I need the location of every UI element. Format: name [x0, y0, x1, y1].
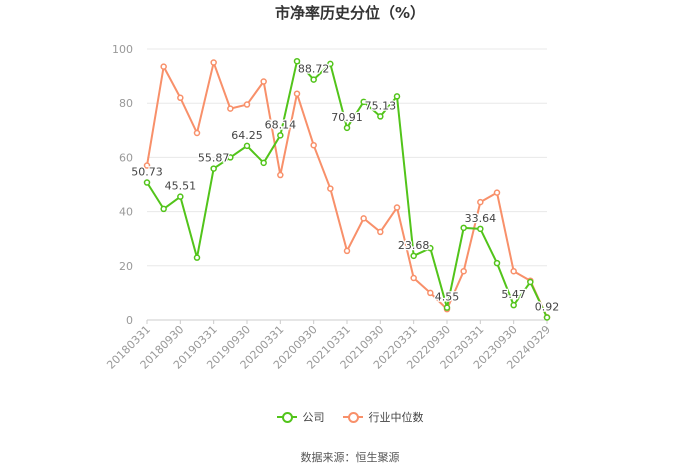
- data-point-company: [260, 159, 267, 167]
- data-label: 88.72: [298, 63, 330, 76]
- data-point-company: [177, 193, 184, 200]
- data-point-industry-median: [260, 78, 267, 85]
- data-point-company: [227, 154, 234, 161]
- data-point-industry-median: [177, 94, 184, 102]
- axis-layer: 0204060801002018033120180930201903312019…: [104, 43, 553, 372]
- data-point-industry-median: [460, 267, 467, 275]
- data-point-company: [510, 301, 517, 309]
- data-point-industry-median: [210, 59, 217, 66]
- data-label: 33.64: [465, 212, 497, 225]
- data-point-company: [443, 304, 451, 311]
- y-tick-label: 40: [119, 206, 133, 219]
- data-point-industry-median: [510, 267, 517, 275]
- data-point-company: [277, 132, 284, 139]
- data-label: 75.13: [365, 99, 397, 112]
- data-point-industry-median: [293, 90, 301, 97]
- data-point-company: [160, 205, 167, 213]
- data-point-industry-median: [477, 198, 484, 206]
- data-point-industry-median: [243, 101, 251, 108]
- data-label: 4.55: [435, 291, 460, 304]
- data-point-industry-median: [410, 274, 417, 282]
- data-point-industry-median: [343, 247, 351, 255]
- data-point-company: [527, 278, 534, 286]
- data-point-company: [143, 179, 151, 186]
- data-label: 64.25: [231, 129, 263, 142]
- data-point-company: [427, 244, 434, 252]
- legend-swatch-company: [276, 411, 297, 423]
- series-line-industry-median: [146, 61, 548, 318]
- data-point-industry-median: [493, 189, 501, 196]
- data-label: 23.68: [398, 239, 430, 252]
- data-point-industry-median: [427, 289, 434, 297]
- data-point-industry-median: [193, 129, 201, 137]
- data-point-company: [377, 113, 384, 120]
- data-point-company: [460, 224, 467, 232]
- legend-label-company: 公司: [302, 411, 325, 424]
- data-label: 0.92: [535, 301, 560, 314]
- line-chart: 0204060801002018033120180930201903312019…: [104, 43, 561, 372]
- legend: 公司 行业中位数: [0, 409, 700, 425]
- data-point-company: [543, 314, 551, 321]
- legend-label-industry-median: 行业中位数: [368, 411, 424, 424]
- y-tick-label: 80: [119, 97, 133, 110]
- data-point-industry-median: [277, 171, 284, 179]
- data-point-company: [327, 60, 334, 68]
- data-point-company: [477, 225, 484, 233]
- data-point-industry-median: [360, 215, 367, 222]
- data-point-industry-median: [227, 105, 234, 112]
- y-tick-label: 20: [119, 260, 133, 273]
- data-label: 68.14: [265, 118, 297, 131]
- data-point-company: [310, 76, 317, 83]
- data-label: 5.47: [501, 288, 526, 301]
- data-point-company: [493, 259, 501, 267]
- data-point-industry-median: [310, 141, 317, 149]
- chart-title: 市净率历史分位（%）: [274, 4, 426, 22]
- data-point-company: [393, 93, 401, 100]
- data-point-industry-median: [160, 63, 167, 70]
- data-point-company: [293, 57, 301, 65]
- data-point-company: [243, 142, 251, 150]
- y-tick-label: 60: [119, 151, 133, 164]
- series-layer: [143, 57, 551, 321]
- data-source: 数据来源：恒生聚源: [300, 451, 400, 464]
- legend-swatch-industry-median: [342, 411, 363, 423]
- data-point-industry-median: [327, 185, 334, 192]
- data-point-industry-median: [393, 204, 401, 211]
- data-point-company: [210, 165, 217, 172]
- data-label: 50.73: [131, 166, 163, 179]
- data-label: 45.51: [165, 180, 197, 193]
- y-tick-label: 0: [126, 314, 133, 327]
- data-point-company: [343, 124, 351, 132]
- legend-item-industry-median[interactable]: 行业中位数: [342, 409, 424, 425]
- data-point-industry-median: [143, 162, 151, 169]
- data-point-industry-median: [377, 228, 384, 236]
- y-tick-label: 100: [112, 43, 133, 56]
- data-label: 70.91: [331, 111, 363, 124]
- data-point-company: [410, 252, 417, 260]
- series-line-company: [146, 60, 548, 318]
- legend-item-company[interactable]: 公司: [276, 409, 325, 425]
- data-point-company: [193, 254, 201, 261]
- data-label: 55.87: [198, 152, 230, 165]
- data-point-company: [360, 98, 367, 106]
